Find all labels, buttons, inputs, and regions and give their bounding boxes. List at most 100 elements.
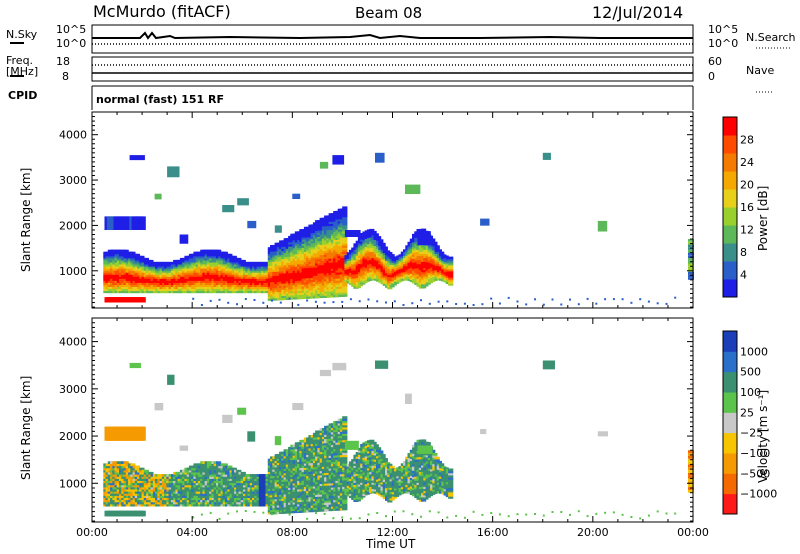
summary-panels xyxy=(10,24,790,110)
colorbar-swatch xyxy=(723,279,737,298)
heatmap-cell xyxy=(421,285,427,289)
heatmap-cell xyxy=(371,230,377,234)
heatmap-cells xyxy=(103,152,694,306)
heatmap-cell xyxy=(342,245,348,248)
heatmap-cell xyxy=(274,225,282,233)
heatmap-cell xyxy=(448,262,454,266)
colorbar-tick-label: 8 xyxy=(740,246,747,259)
heatmap-cell xyxy=(342,284,348,287)
heatmap-cell xyxy=(209,299,212,302)
heatmap-cell xyxy=(342,239,348,242)
heatmap-cell xyxy=(688,263,694,267)
heatmap-cell xyxy=(463,302,466,305)
freq-unit: [MHz] xyxy=(6,65,39,78)
heatmap-cell xyxy=(342,208,348,211)
heatmap-cell xyxy=(688,271,694,275)
heatmap-cell xyxy=(420,299,422,302)
heatmap-cell xyxy=(534,298,536,301)
heatmap-cell xyxy=(247,220,257,229)
nsearch-label: N.Search xyxy=(746,31,796,44)
colorbar-tick-label: 16 xyxy=(740,201,754,214)
heatmap-cell xyxy=(425,233,431,236)
heatmap-cell xyxy=(394,281,400,284)
heatmap-cell xyxy=(455,303,458,305)
heatmap-cell xyxy=(448,272,454,276)
heatmap-cell xyxy=(688,277,694,280)
colorbar-swatch xyxy=(723,207,737,226)
heatmap-cell xyxy=(688,258,694,261)
heatmap-cell xyxy=(688,239,694,242)
heatmap-cell xyxy=(192,297,195,300)
heatmap-cell xyxy=(385,250,391,253)
nsky-panel-frame xyxy=(91,24,694,54)
radar-title: McMurdo (fitACF) xyxy=(93,2,231,21)
colorbar-swatch xyxy=(723,225,737,244)
heatmap-cell xyxy=(342,243,348,246)
heatmap-cell xyxy=(391,282,397,286)
heatmap-cell xyxy=(292,193,301,199)
heatmap-cell xyxy=(236,469,242,473)
heatmap-cell xyxy=(342,228,348,232)
heatmap-cell xyxy=(222,463,228,467)
heatmap-cell xyxy=(639,298,642,301)
heatmap-cell xyxy=(218,298,221,301)
heatmap-cell xyxy=(380,242,386,246)
heatmap-cell xyxy=(357,283,364,287)
heatmap-cell xyxy=(240,259,246,263)
heatmap-cell xyxy=(448,258,454,262)
heatmap-cell xyxy=(586,297,589,300)
colorbar-swatch xyxy=(723,135,737,154)
heatmap-cell xyxy=(139,467,145,471)
heatmap-cell xyxy=(140,297,146,303)
heatmap-cell xyxy=(167,166,180,178)
heatmap-cell xyxy=(143,469,149,473)
heatmap-cell xyxy=(227,253,233,257)
heatmap-cell xyxy=(123,249,129,253)
heatmap-cell xyxy=(448,260,454,264)
heatmap-cell xyxy=(430,238,436,242)
heatmap-cell xyxy=(382,248,388,252)
heatmap-cell xyxy=(656,302,659,305)
freq-tick-top: 18 xyxy=(56,55,70,68)
heatmap-cell xyxy=(688,252,694,256)
nsearch-tick-bottom: 10^0 xyxy=(708,37,739,50)
heatmap-cell xyxy=(402,304,405,306)
heatmap-cell xyxy=(405,184,421,195)
heatmap-cell xyxy=(421,228,427,232)
heatmap-cell xyxy=(279,301,282,304)
colorbar-swatch xyxy=(723,243,737,262)
heatmap-cell xyxy=(387,252,393,255)
heatmap-cell xyxy=(551,298,554,301)
heatmap-cell xyxy=(288,297,291,300)
heatmap-cell xyxy=(688,249,694,253)
heatmap-cell xyxy=(342,222,348,226)
heatmap-cell xyxy=(129,155,145,161)
heatmap-cell xyxy=(216,249,222,253)
heatmap-cell xyxy=(448,281,454,284)
heatmap-cell xyxy=(389,254,395,257)
heatmap-cell xyxy=(436,249,442,252)
heatmap-cell xyxy=(448,270,454,274)
heatmap-cell xyxy=(231,255,237,259)
heatmap-cell xyxy=(222,205,235,213)
y-tick-label: 3000 xyxy=(59,174,87,187)
heatmap-cell xyxy=(342,226,348,230)
heatmap-cell xyxy=(134,465,140,469)
heatmap-cell xyxy=(130,463,136,467)
colorbar-swatch xyxy=(723,261,737,280)
heatmap-cell xyxy=(498,302,501,305)
heatmap-cell xyxy=(240,471,246,475)
heatmap-cell xyxy=(542,152,551,160)
heatmap-cell xyxy=(332,301,335,304)
heatmap-cell xyxy=(367,298,370,301)
heatmap-cell xyxy=(604,298,607,301)
heatmap-cell xyxy=(437,300,440,303)
heatmap-cell xyxy=(342,206,348,209)
heatmap-cell xyxy=(332,155,345,165)
heatmap-cell xyxy=(200,304,203,306)
freq-panel-frame xyxy=(91,56,694,82)
heatmap-cell xyxy=(630,301,633,304)
heatmap-cell xyxy=(380,244,386,248)
heatmap-cell xyxy=(446,300,449,303)
